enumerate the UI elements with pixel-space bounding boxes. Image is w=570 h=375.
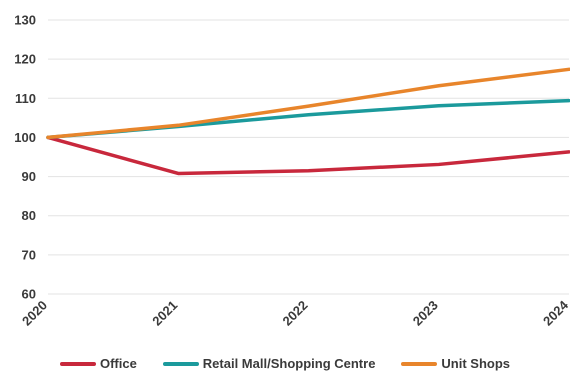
legend-item: Unit Shops [401,356,510,371]
x-tick-label: 2024 [540,297,570,329]
y-tick-label: 70 [22,247,36,262]
series-line-unit-shops [46,67,570,140]
y-tick-label: 130 [14,13,36,28]
legend-label: Office [99,356,137,371]
legend-swatch [401,361,438,366]
legend-label: Retail Mall/Shopping Centre [202,356,376,371]
x-tick-label: 2021 [149,298,180,329]
y-tick-label: 90 [22,169,36,184]
y-tick-label: 110 [15,91,36,106]
legend-item: Retail Mall/Shopping Centre [162,356,376,371]
y-tick-label: 80 [22,208,36,223]
x-tick-label: 2022 [280,298,311,329]
x-tick-label: 2020 [19,298,50,329]
y-tick-label: 60 [22,287,36,302]
series-lines [46,67,570,176]
legend-swatch [162,361,199,366]
legend-swatch [59,361,96,366]
grid-lines [48,19,569,295]
series-line-office [46,135,570,176]
legend-item: Office [59,356,137,371]
legend-label: Unit Shops [441,356,511,371]
x-axis-ticks: 2020 2021 2022 2023 2024 [19,297,570,329]
y-tick-label: 100 [14,130,36,145]
y-tick-label: 120 [14,52,36,67]
y-axis-ticks: 60 70 80 90 100 110 120 130 [14,13,36,302]
x-tick-label: 2023 [410,298,441,329]
legend: Office Retail Mall/Shopping Centre Unit Sh… [0,356,570,371]
